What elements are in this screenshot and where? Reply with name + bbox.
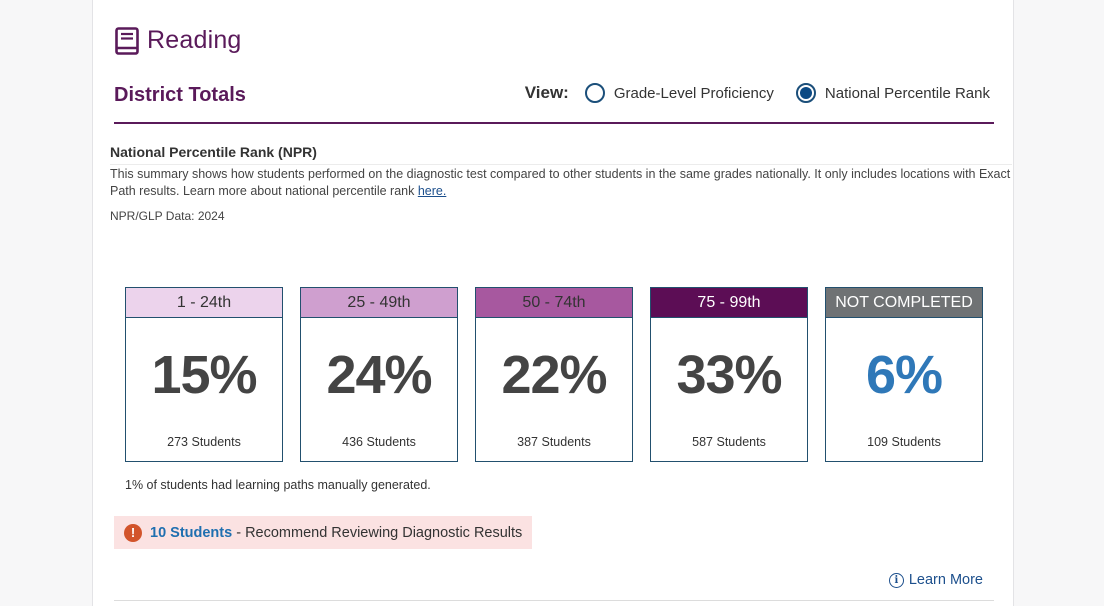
box-student-count: 109 Students — [867, 435, 941, 449]
alert-text: - Recommend Reviewing Diagnostic Results — [232, 524, 523, 541]
book-icon — [115, 26, 139, 55]
box-percent: 24% — [326, 345, 432, 405]
view-label: View: — [524, 83, 569, 102]
npr-here-link[interactable]: here. — [417, 184, 447, 198]
box-student-count: 587 Students — [692, 435, 766, 449]
box-header: 75 - 99th — [651, 288, 807, 318]
national-percentile-rank-radio[interactable] — [795, 83, 816, 103]
percentile-boxes: 1 - 24th 15% 273 Students 25 - 49th 24% … — [125, 287, 983, 462]
box-header: 50 - 74th — [476, 288, 632, 318]
box-student-count: 436 Students — [342, 435, 416, 449]
national-percentile-rank-option[interactable]: National Percentile Rank — [795, 83, 990, 103]
alert-message: 10 Students - Recommend Reviewing Diagno… — [150, 525, 522, 541]
npr-data-year: NPR/GLP Data: 2024 — [110, 209, 225, 223]
percentile-box-1-24: 1 - 24th 15% 273 Students — [125, 287, 283, 462]
exclamation-icon: ! — [124, 523, 142, 542]
box-header: 1 - 24th — [126, 288, 282, 318]
district-totals-header: District Totals View: Grade-Level Profic… — [114, 80, 994, 124]
box-student-count: 273 Students — [167, 435, 241, 449]
box-header: NOT COMPLETED — [826, 288, 982, 318]
box-percent: 33% — [676, 345, 782, 405]
not-completed-box: NOT COMPLETED 6% 109 Students — [825, 287, 983, 462]
grade-level-proficiency-radio[interactable] — [584, 83, 605, 103]
students-link[interactable]: 10 Students — [150, 524, 233, 541]
reading-card: Reading District Totals View: Grade-Leve… — [92, 0, 1014, 606]
reading-header: Reading — [115, 26, 242, 55]
percentile-box-50-74: 50 - 74th 22% 387 Students — [475, 287, 633, 462]
learn-more-link[interactable]: i Learn More — [888, 572, 983, 588]
review-alert: ! 10 Students - Recommend Reviewing Diag… — [114, 516, 533, 549]
percentile-box-25-49: 25 - 49th 24% 436 Students — [300, 287, 458, 462]
box-percent: 6% — [865, 345, 943, 405]
npr-title: National Percentile Rank (NPR) — [110, 144, 317, 160]
box-percent: 15% — [151, 345, 257, 405]
box-student-count: 387 Students — [517, 435, 591, 449]
percentile-box-75-99: 75 - 99th 33% 587 Students — [650, 287, 808, 462]
manual-paths-note: 1% of students had learning paths manual… — [125, 478, 431, 492]
page-title: Reading — [147, 26, 242, 54]
npr-description: This summary shows how students performe… — [110, 164, 1012, 200]
view-toggle: View: Grade-Level Proficiency National P… — [525, 83, 990, 103]
grade-level-proficiency-label: Grade-Level Proficiency — [613, 84, 774, 102]
box-percent: 22% — [501, 345, 607, 405]
grade-level-proficiency-option[interactable]: Grade-Level Proficiency — [584, 83, 774, 103]
info-icon: i — [888, 572, 904, 588]
district-totals-title: District Totals — [114, 84, 246, 106]
divider — [114, 600, 994, 601]
learn-more-label: Learn More — [908, 572, 983, 588]
national-percentile-rank-label: National Percentile Rank — [824, 84, 990, 102]
npr-description-text: This summary shows how students performe… — [110, 167, 1011, 198]
box-header: 25 - 49th — [301, 288, 457, 318]
